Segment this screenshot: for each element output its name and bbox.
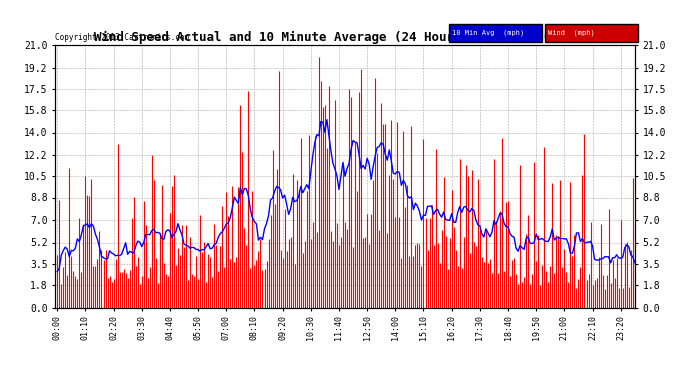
FancyBboxPatch shape <box>545 24 638 42</box>
Text: Wind  (mph): Wind (mph) <box>548 30 595 36</box>
Text: Copyright 2013 Cartronics.com: Copyright 2013 Cartronics.com <box>55 33 189 42</box>
Text: 10 Min Avg  (mph): 10 Min Avg (mph) <box>452 30 524 36</box>
FancyBboxPatch shape <box>449 24 542 42</box>
Title: Wind Speed Actual and 10 Minute Average (24 Hours)  (New)  20131112: Wind Speed Actual and 10 Minute Average … <box>94 31 596 44</box>
